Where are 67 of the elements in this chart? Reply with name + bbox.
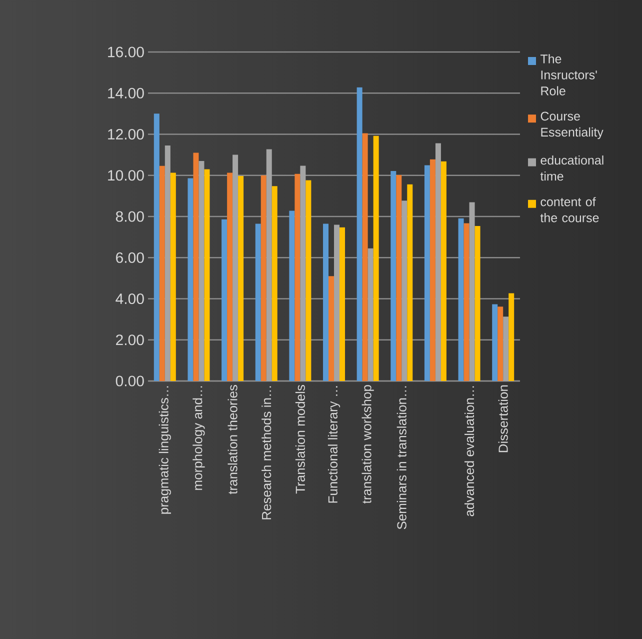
bar	[373, 136, 379, 381]
bar	[469, 202, 475, 381]
bar	[356, 87, 362, 381]
bar	[440, 161, 446, 381]
bar	[492, 304, 498, 381]
bar	[328, 276, 334, 381]
bar	[424, 165, 430, 381]
x-tick-label: Functional literary …	[328, 386, 340, 503]
legend-label: educational time	[540, 155, 604, 181]
bar	[227, 172, 233, 381]
bar	[294, 174, 300, 381]
bar	[164, 146, 170, 381]
bar	[154, 114, 160, 381]
bar	[159, 166, 165, 381]
bar	[255, 224, 261, 381]
y-tick-label: 10.00	[108, 170, 144, 181]
bar	[300, 166, 306, 381]
bar	[340, 227, 346, 381]
bar	[232, 154, 238, 381]
y-tick-label: 2.00	[116, 334, 144, 346]
bar	[188, 178, 194, 381]
bar	[272, 186, 278, 381]
bar	[260, 175, 266, 381]
bar	[238, 176, 244, 381]
x-tick-label: Dissertation	[498, 385, 508, 452]
y-tick-label: 0.00	[116, 376, 144, 386]
bar	[458, 218, 464, 381]
x-tick-label: Seminars in translation…	[396, 386, 406, 530]
x-tick-label: advanced evaluation…	[464, 386, 474, 516]
x-tick-label: morphology and…	[192, 386, 205, 490]
bar	[402, 200, 408, 381]
bar	[368, 248, 374, 381]
bar	[289, 210, 295, 381]
y-tick-label: 12.00	[108, 128, 144, 140]
bar	[193, 152, 199, 381]
bar	[464, 223, 470, 381]
bar	[334, 224, 340, 381]
legend-label: The Insructors' Role	[540, 54, 597, 96]
bar	[474, 226, 480, 381]
x-tick-label: translation theories	[228, 385, 238, 494]
bar	[222, 219, 228, 381]
bar	[198, 160, 204, 381]
bar	[508, 293, 514, 381]
bar	[430, 159, 436, 381]
bar	[204, 169, 210, 381]
bar	[170, 172, 176, 381]
bar	[306, 180, 312, 381]
legend-label: content of the course	[540, 197, 599, 222]
bar	[396, 174, 402, 381]
bar	[503, 316, 509, 381]
bar	[498, 306, 504, 381]
y-tick-label: 8.00	[116, 211, 144, 222]
y-tick-label: 14.00	[108, 88, 144, 98]
y-tick-label: 6.00	[116, 252, 144, 263]
legend-label: Course Essentiality	[540, 112, 604, 140]
bar	[362, 133, 368, 381]
bar	[266, 149, 272, 381]
y-tick-label: 4.00	[116, 293, 144, 304]
bar	[407, 184, 413, 381]
y-tick-label: 16.00	[108, 46, 144, 58]
x-tick-label: translation workshop	[362, 385, 374, 504]
bar	[435, 143, 441, 381]
x-tick-label: Research methods in…	[262, 386, 272, 520]
x-tick-label: pragmatic linguistics…	[158, 386, 171, 514]
bar	[323, 224, 329, 381]
x-tick-label: Translation models	[295, 385, 305, 494]
bar	[390, 171, 396, 381]
